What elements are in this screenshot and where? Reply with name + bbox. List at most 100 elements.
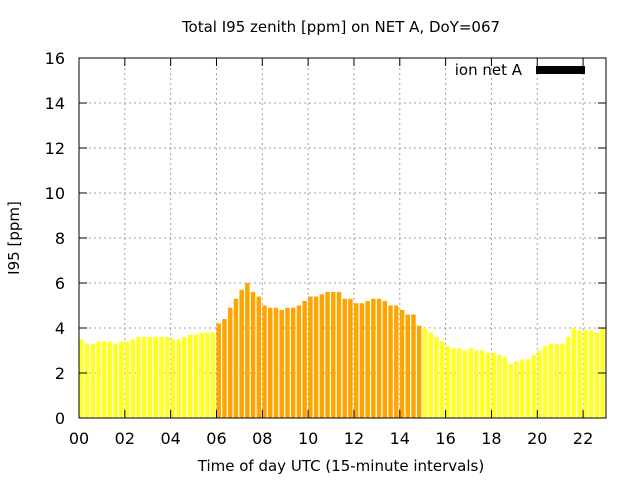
y-tick-label: 4	[55, 319, 65, 338]
bar	[502, 357, 508, 418]
bar	[594, 332, 600, 418]
x-tick-label: 14	[390, 429, 410, 448]
x-axis-label: Time of day UTC (15-minute intervals)	[197, 457, 484, 475]
x-tick-label: 00	[69, 429, 89, 448]
bar	[548, 343, 554, 418]
bar	[588, 330, 594, 418]
bar	[199, 332, 204, 418]
bar	[365, 301, 370, 418]
bar	[554, 343, 559, 418]
bar	[250, 292, 256, 418]
bar	[268, 307, 273, 418]
bar	[153, 337, 158, 418]
bar	[445, 346, 451, 418]
bar	[428, 332, 433, 418]
y-tick-label: 16	[45, 49, 65, 68]
bar	[479, 350, 485, 418]
bar	[525, 359, 531, 418]
bar	[342, 298, 347, 418]
bar	[508, 364, 514, 418]
bar	[485, 352, 491, 418]
x-tick-label: 02	[115, 429, 135, 448]
bar	[279, 310, 284, 418]
bar	[422, 328, 428, 418]
bar	[182, 337, 187, 418]
bar	[227, 307, 233, 418]
bar	[130, 339, 136, 418]
bar	[411, 314, 416, 418]
bar	[147, 337, 153, 418]
x-tick-label: 08	[252, 429, 272, 448]
bar	[136, 337, 141, 418]
bar	[405, 314, 410, 418]
x-tick-label: 06	[206, 429, 226, 448]
bar	[319, 294, 325, 418]
bar	[462, 350, 468, 418]
bar	[451, 348, 456, 418]
bar	[90, 343, 95, 418]
bar	[205, 332, 210, 418]
legend-swatch	[536, 66, 585, 74]
bar	[273, 307, 279, 418]
bar	[256, 296, 262, 418]
bar	[388, 305, 393, 418]
x-tick-label: 12	[344, 429, 364, 448]
bar	[439, 341, 445, 418]
x-tick-label: 10	[298, 429, 318, 448]
bar	[308, 296, 313, 418]
bar	[520, 359, 525, 418]
y-tick-label: 10	[45, 184, 65, 203]
y-tick-label: 8	[55, 229, 65, 248]
bar	[119, 341, 124, 418]
bar	[359, 303, 365, 418]
bar	[571, 328, 577, 418]
y-tick-label: 14	[45, 94, 65, 113]
bar	[531, 355, 537, 418]
y-axis-label: I95 [ppm]	[5, 201, 23, 275]
bar	[193, 334, 199, 418]
bar	[79, 339, 84, 418]
bar	[96, 341, 101, 418]
bar	[353, 303, 359, 418]
bar	[176, 339, 181, 418]
bar	[537, 350, 542, 418]
bar	[577, 330, 582, 418]
bar	[124, 341, 130, 418]
bar	[376, 298, 382, 418]
plot-frame	[78, 57, 607, 419]
bar	[290, 307, 296, 418]
bar	[142, 337, 147, 418]
bar	[382, 301, 388, 418]
bar	[239, 289, 244, 418]
bar	[107, 341, 113, 418]
legend: ion net A	[455, 61, 585, 79]
bar	[170, 339, 176, 418]
bar	[542, 346, 548, 418]
bars	[79, 283, 605, 418]
bar	[371, 298, 376, 418]
bar	[348, 298, 353, 418]
bar	[565, 337, 571, 418]
bar	[457, 348, 462, 418]
bar	[560, 343, 565, 418]
y-tick-label: 2	[55, 364, 65, 383]
bar	[285, 307, 290, 418]
bar	[514, 361, 519, 418]
x-tick-label: 20	[527, 429, 547, 448]
bar	[187, 334, 193, 418]
x-tick-label: 16	[435, 429, 455, 448]
bar	[222, 319, 227, 418]
bar	[491, 352, 496, 418]
bar	[313, 296, 319, 418]
bar	[159, 337, 164, 418]
bar	[216, 323, 221, 418]
bar	[497, 355, 502, 418]
bar	[325, 292, 330, 418]
bar	[164, 337, 170, 418]
bar	[296, 305, 302, 418]
x-tick-label: 18	[481, 429, 501, 448]
bar	[262, 305, 267, 418]
y-tick-label: 6	[55, 274, 65, 293]
